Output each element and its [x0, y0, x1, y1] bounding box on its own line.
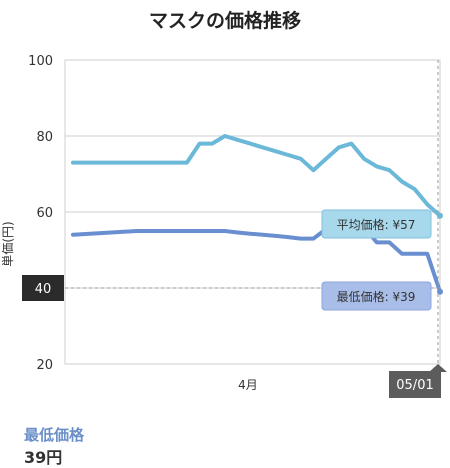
x-tick-labels: 4月 — [238, 378, 258, 392]
x-tick-label: 4月 — [238, 378, 258, 392]
series-endpoint-1 — [437, 212, 443, 219]
y-tick-labels: 20 40 60 80 100 — [28, 54, 53, 373]
tooltips: 平均価格: ¥57 最低価格: ¥39 — [321, 209, 443, 311]
crosshair-y-box — [22, 275, 64, 301]
crosshair-y-label: 40 — [35, 282, 52, 297]
min-price-label: 最低価格 — [24, 426, 85, 444]
series-line-2 — [71, 221, 442, 294]
tooltip-text-1: 平均価格: ¥57 — [337, 217, 416, 232]
series-line-1 — [71, 134, 442, 218]
y-tick-label: 80 — [36, 130, 53, 145]
crosshair: 40 05/01 — [22, 60, 447, 398]
y-axis-label: 単価(円) — [1, 221, 15, 266]
tooltip-box-2 — [321, 281, 432, 311]
crosshair-x-box — [389, 371, 441, 398]
y-tick-label: 20 — [36, 358, 53, 373]
series-lines — [71, 134, 442, 294]
min-price-value: 39円 — [24, 448, 63, 467]
y-tick-label: 100 — [28, 54, 53, 69]
chart-title: マスクの価格推移 — [148, 10, 301, 32]
series-endpoint-2 — [437, 288, 443, 295]
price-chart[interactable]: 20 40 60 80 100 単価(円) 4月 40 05/01 平均価格: ¥57 最低… — [0, 44, 450, 424]
y-tick-label: 60 — [36, 206, 53, 221]
crosshair-x-label: 05/01 — [396, 378, 433, 393]
tooltip-box-1 — [321, 209, 432, 239]
tooltip-text-2: 最低価格: ¥39 — [337, 289, 416, 304]
crosshair-x-pointer — [429, 364, 447, 372]
